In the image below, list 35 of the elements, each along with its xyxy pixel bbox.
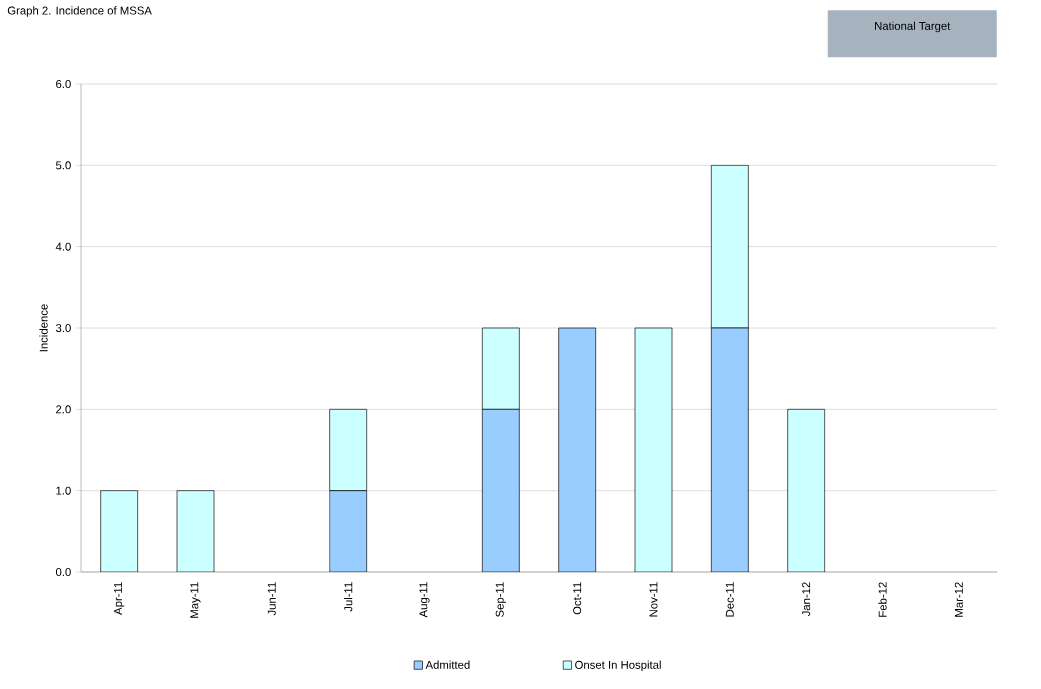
- x-tick-label: Feb-12: [878, 582, 887, 617]
- x-tick-label: Aug-11: [419, 582, 430, 618]
- x-tick-label: May-11: [190, 582, 201, 618]
- y-tick-label: 5.0: [55, 161, 71, 170]
- bar: [634, 327, 673, 572]
- x-tick-label: Jan-12: [802, 582, 811, 617]
- x-tick-label: Jun-11: [267, 582, 276, 616]
- bar: [100, 490, 139, 572]
- legend-label: Admitted: [425, 660, 470, 669]
- bar: [482, 327, 520, 410]
- y-tick-label: 4.0: [55, 242, 71, 251]
- y-axis-title: Incidence: [39, 304, 48, 352]
- bar: [329, 490, 368, 572]
- bar: [176, 490, 215, 572]
- bar: [787, 409, 826, 572]
- bar: [711, 165, 749, 329]
- chart-title: Graph 2. Incidence of MSSA: [7, 6, 152, 17]
- text: National Target: [875, 21, 951, 33]
- x-tick-label: Apr-11: [114, 582, 125, 615]
- x-tick-label: Oct-11: [573, 582, 582, 615]
- x-tick-label: Nov-11: [649, 582, 658, 617]
- x-tick-label: Dec-11: [725, 582, 734, 617]
- y-tick-label: 1.0: [56, 486, 71, 495]
- bar: [329, 409, 368, 492]
- legend-label: Onset In Hospital: [575, 660, 661, 672]
- bar: [711, 327, 749, 572]
- y-tick-label: 2.0: [56, 405, 71, 414]
- y-tick-label: 0.0: [55, 568, 71, 577]
- x-tick-label: Sep-11: [495, 582, 506, 617]
- y-tick-label: 3.0: [55, 324, 71, 333]
- x-tick-label: Mar-12: [954, 582, 963, 617]
- x-tick-label: Jul-11: [344, 582, 353, 612]
- y-tick-label: 6.0: [56, 80, 71, 89]
- bar: [558, 327, 597, 572]
- bar: [482, 409, 520, 572]
